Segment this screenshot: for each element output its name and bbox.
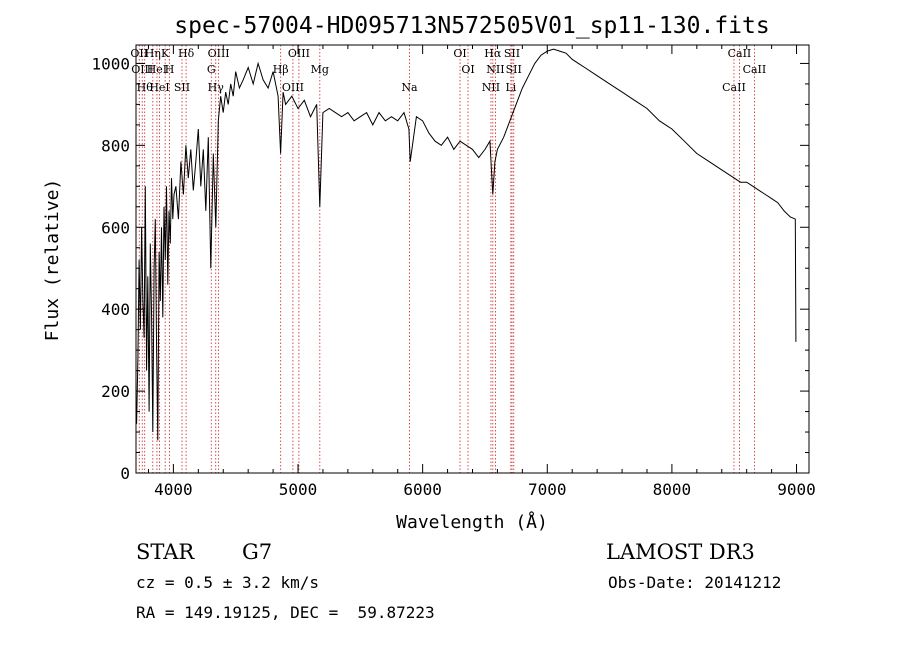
object-class: STAR bbox=[136, 540, 195, 564]
x-tick-label: 6000 bbox=[403, 480, 442, 499]
plot-frame bbox=[135, 44, 810, 474]
chart-title: spec-57004-HD095713N572505V01_sp11-130.f… bbox=[174, 13, 769, 39]
line-label-hei: HeI bbox=[147, 63, 167, 76]
line-label-sii: SII bbox=[506, 63, 522, 76]
observation-date: Obs-Date: 20141212 bbox=[608, 573, 782, 592]
line-label-sii: SII bbox=[174, 81, 190, 94]
line-label-oiii: OIII bbox=[208, 47, 230, 60]
line-label-mg: Mg bbox=[311, 63, 329, 76]
line-label-sii: SII bbox=[504, 47, 520, 60]
x-tick-label: 4000 bbox=[154, 480, 193, 499]
line-label-oi: OI bbox=[453, 47, 466, 60]
line-label-li: Li bbox=[505, 81, 516, 94]
line-label-oiii: OIII bbox=[282, 81, 304, 94]
y-tick-label: 400 bbox=[101, 300, 130, 319]
y-tick-label: 800 bbox=[101, 136, 130, 155]
y-tick-label: 1000 bbox=[91, 54, 130, 73]
line-label-oiii: OIII bbox=[131, 63, 153, 76]
x-axis-label: Wavelength (Å) bbox=[396, 511, 548, 533]
line-label-hη: Hη bbox=[145, 47, 161, 60]
line-label-g: G bbox=[207, 63, 216, 76]
line-label-oiii: OIII bbox=[288, 47, 310, 60]
line-label-k: K bbox=[161, 47, 170, 60]
line-label-hγ: Hγ bbox=[208, 81, 225, 94]
line-label-nii: NII bbox=[482, 81, 500, 94]
line-label-oii: OII bbox=[130, 47, 148, 60]
x-tick-label: 7000 bbox=[528, 480, 567, 499]
line-label-na: Na bbox=[401, 81, 418, 94]
line-label-caii: CaII bbox=[722, 81, 746, 94]
line-markers bbox=[138, 45, 755, 473]
y-axis-label: Flux (relative) bbox=[42, 179, 63, 342]
line-label-hθ: Hθ bbox=[137, 81, 154, 94]
y-tick-label: 0 bbox=[120, 464, 130, 483]
line-label-hα: Hα bbox=[484, 47, 502, 60]
x-tick-label: 5000 bbox=[279, 480, 318, 499]
line-label-nii: NII bbox=[486, 63, 504, 76]
line-labels: OII OIII Hθ Hη HeI HeI KH SII Hδ G Hγ OIII Hβ OIII OII… bbox=[130, 47, 766, 94]
spectral-subclass: G7 bbox=[242, 540, 273, 564]
line-label-caii: CaII bbox=[728, 47, 752, 60]
y-tick-label: 600 bbox=[101, 218, 130, 237]
redshift-velocity: cz = 0.5 ± 3.2 km/s bbox=[136, 573, 320, 592]
y-tick-label: 200 bbox=[101, 382, 130, 401]
line-label-caii: CaII bbox=[743, 63, 767, 76]
axis-ticks: 4000 5000 6000 7000 8000 9000 0 200 400 600 800 100… bbox=[91, 45, 816, 499]
x-tick-label: 8000 bbox=[653, 480, 692, 499]
coordinates: RA = 149.19125, DEC = 59.87223 bbox=[136, 603, 435, 622]
x-tick-label: 9000 bbox=[777, 480, 816, 499]
flux-series-line bbox=[136, 48, 797, 441]
line-label-hβ: Hβ bbox=[273, 63, 289, 76]
line-label-h: H bbox=[165, 63, 175, 76]
line-label-oi: OI bbox=[461, 63, 474, 76]
line-label-hei: HeI bbox=[149, 81, 169, 94]
line-label-hδ: Hδ bbox=[178, 47, 195, 60]
survey-name: LAMOST DR3 bbox=[606, 540, 755, 564]
